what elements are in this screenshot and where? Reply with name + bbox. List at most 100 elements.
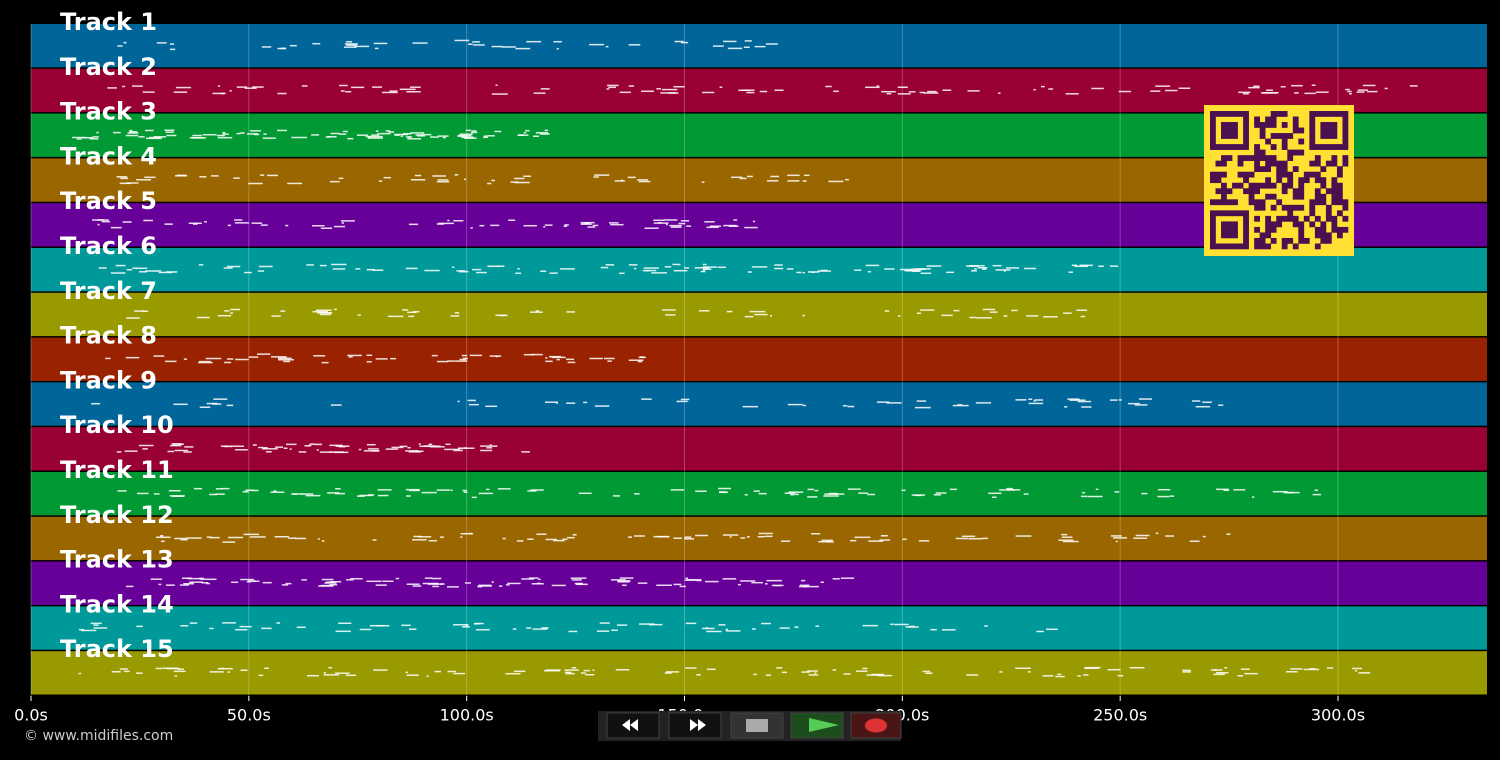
note bbox=[955, 537, 969, 540]
note bbox=[367, 494, 375, 496]
note bbox=[527, 538, 534, 540]
note bbox=[1314, 489, 1318, 491]
qr-module bbox=[1309, 133, 1316, 139]
note bbox=[191, 137, 206, 139]
note bbox=[712, 45, 724, 47]
note bbox=[752, 220, 756, 223]
note bbox=[1127, 402, 1140, 405]
note bbox=[432, 585, 439, 588]
qr-module bbox=[1265, 226, 1272, 233]
note bbox=[231, 581, 239, 584]
qr-module bbox=[1259, 122, 1266, 128]
note bbox=[222, 622, 236, 624]
note bbox=[462, 357, 468, 360]
qr-module bbox=[1298, 127, 1305, 134]
note bbox=[288, 537, 297, 539]
note bbox=[774, 89, 784, 92]
qr-module bbox=[1309, 138, 1316, 145]
note bbox=[592, 669, 595, 672]
note bbox=[262, 137, 276, 139]
note bbox=[663, 219, 678, 221]
note bbox=[1118, 90, 1131, 93]
note bbox=[526, 627, 532, 629]
note bbox=[262, 581, 272, 584]
qr-module bbox=[1320, 182, 1327, 189]
note bbox=[516, 540, 524, 542]
stop-icon bbox=[746, 719, 768, 732]
note bbox=[832, 578, 840, 580]
note bbox=[211, 175, 219, 177]
note bbox=[166, 134, 177, 137]
note bbox=[142, 448, 148, 450]
note bbox=[127, 132, 139, 134]
note bbox=[245, 489, 254, 491]
qr-module bbox=[1331, 177, 1338, 184]
qr-module bbox=[1265, 182, 1272, 189]
qr-module bbox=[1210, 127, 1216, 134]
note bbox=[354, 45, 370, 48]
note bbox=[634, 493, 640, 495]
qr-module bbox=[1320, 193, 1327, 200]
note bbox=[1069, 399, 1086, 401]
qr-module bbox=[1254, 166, 1260, 173]
note bbox=[583, 401, 588, 404]
note bbox=[565, 672, 575, 675]
note bbox=[285, 224, 289, 227]
qr-module bbox=[1243, 243, 1249, 250]
note bbox=[267, 174, 278, 177]
note bbox=[372, 539, 377, 541]
note bbox=[327, 136, 337, 138]
qr-module bbox=[1270, 144, 1277, 150]
note bbox=[1114, 491, 1120, 493]
note bbox=[1304, 92, 1316, 95]
qr-module bbox=[1276, 221, 1283, 228]
note bbox=[285, 443, 297, 446]
note bbox=[463, 178, 467, 181]
qr-code bbox=[1204, 105, 1354, 256]
note bbox=[1290, 668, 1303, 670]
note bbox=[733, 219, 738, 221]
note bbox=[126, 182, 139, 184]
note bbox=[1074, 265, 1089, 268]
note bbox=[139, 271, 147, 273]
note bbox=[468, 43, 473, 45]
note bbox=[801, 671, 810, 673]
note bbox=[642, 269, 657, 272]
note bbox=[295, 537, 307, 540]
note bbox=[774, 267, 784, 270]
qr-module bbox=[1259, 199, 1266, 206]
note bbox=[305, 494, 321, 497]
note bbox=[700, 270, 706, 273]
qr-module bbox=[1232, 210, 1238, 217]
note bbox=[122, 221, 132, 223]
note bbox=[982, 308, 996, 311]
note bbox=[538, 578, 541, 581]
qr-module bbox=[1254, 199, 1260, 206]
note bbox=[350, 86, 365, 89]
note bbox=[814, 672, 817, 674]
note bbox=[523, 353, 535, 356]
note bbox=[842, 404, 848, 407]
note bbox=[644, 227, 659, 229]
note bbox=[666, 671, 680, 673]
note bbox=[799, 584, 810, 587]
qr-module bbox=[1243, 116, 1249, 123]
note bbox=[424, 269, 440, 272]
qr-module bbox=[1226, 226, 1233, 233]
qr-module bbox=[1342, 122, 1349, 128]
note bbox=[571, 667, 577, 669]
note bbox=[556, 358, 560, 361]
note bbox=[513, 670, 526, 673]
note bbox=[850, 539, 857, 542]
note bbox=[444, 448, 460, 451]
note bbox=[744, 315, 754, 318]
note bbox=[467, 399, 476, 402]
qr-module bbox=[1259, 127, 1266, 134]
note bbox=[1195, 405, 1210, 408]
qr-module bbox=[1331, 127, 1338, 134]
qr-module bbox=[1331, 122, 1338, 128]
note bbox=[81, 629, 97, 632]
note bbox=[129, 129, 133, 132]
note bbox=[1158, 488, 1171, 491]
note bbox=[489, 265, 500, 268]
